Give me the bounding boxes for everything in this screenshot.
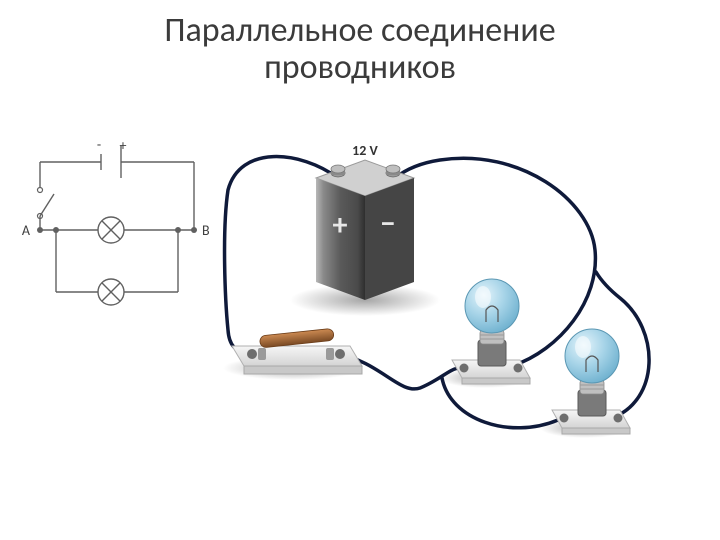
- switch-terminal: [38, 188, 43, 193]
- bulb-1: [452, 279, 530, 384]
- screw-icon: [460, 364, 469, 373]
- battery-minus: −: [381, 205, 396, 242]
- switch-arm: [40, 194, 54, 216]
- physical-circuit: 12 V + −: [223, 142, 649, 438]
- node-dot: [191, 227, 197, 233]
- bulb-2: [552, 329, 630, 434]
- screw-icon: [335, 349, 345, 359]
- node-dot: [175, 227, 181, 233]
- schematic-polarity-minus: -: [97, 136, 101, 153]
- lamp-symbol-top: [98, 217, 124, 243]
- diagram-canvas: - +: [0, 0, 720, 540]
- node-dot: [53, 227, 59, 233]
- node-A-label: A: [22, 222, 31, 239]
- battery-plus: +: [333, 207, 348, 244]
- lamp-symbol-bottom: [98, 279, 124, 305]
- knife-switch: [232, 328, 362, 374]
- battery-label: 12 V: [352, 142, 378, 159]
- screw-icon: [614, 414, 623, 423]
- screw-icon: [560, 414, 569, 423]
- node-dot: [37, 227, 43, 233]
- schematic-diagram: - +: [22, 136, 210, 305]
- screw-icon: [514, 364, 523, 373]
- battery: 12 V + −: [316, 142, 414, 300]
- screw-icon: [247, 349, 257, 359]
- node-B-label: B: [202, 222, 210, 239]
